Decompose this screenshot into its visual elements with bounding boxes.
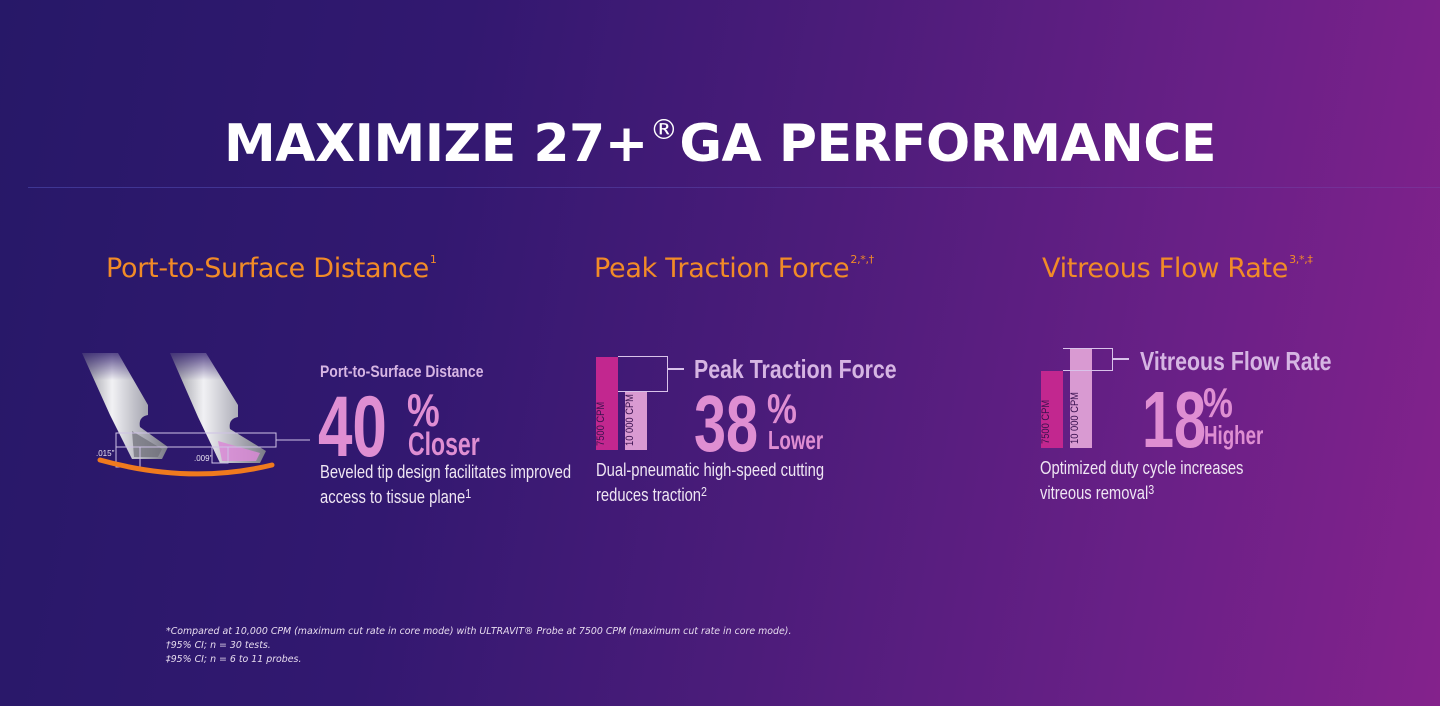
header-divider [28, 187, 1440, 188]
bar-label: 10 000 CPM [1069, 392, 1081, 444]
reference-number: 2 [701, 484, 707, 499]
stat-unit: % [407, 384, 440, 436]
stat-description: Beveled tip design facilitates improved … [320, 462, 571, 508]
reference-number: 1 [465, 486, 472, 501]
stat-value: 38 [694, 379, 759, 468]
section-title-refs: 3,*,‡ [1289, 253, 1313, 266]
bracket-connector [1113, 358, 1129, 360]
bar-7500-cpm: 7500 CPM [1040, 371, 1063, 448]
probe-tips-illustration: .015" .009" [82, 353, 310, 477]
section-title-refs: 2,*,† [850, 253, 874, 266]
section-title-port-to-surface: Port-to-Surface Distance1 [106, 253, 437, 284]
difference-bracket [618, 356, 668, 392]
footnote-asterisk: *Compared at 10,000 CPM (maximum cut rat… [166, 626, 792, 637]
description-line-2: access to tissue plane [320, 487, 466, 507]
title-text-pre: MAXIMIZE 27+ [224, 114, 648, 174]
page-title: MAXIMIZE 27+®GA PERFORMANCE [0, 96, 1440, 178]
stat-qualifier: Higher [1204, 420, 1264, 450]
stat-description: Dual-pneumatic high-speed cutting reduce… [596, 460, 824, 506]
difference-bracket [1063, 348, 1113, 371]
stat-qualifier: Lower [768, 425, 824, 455]
title-text-post: GA PERFORMANCE [679, 114, 1216, 174]
section-title-text: Port-to-Surface Distance [106, 253, 429, 284]
footnote-dagger: †95% CI; n = 30 tests. [166, 640, 271, 651]
bar-7500-cpm: 7500 CPM [595, 357, 618, 450]
section-title-peak-traction: Peak Traction Force2,*,† [594, 253, 874, 284]
bar-10000-cpm: 10 000 CPM [624, 392, 647, 450]
stat-value: 40 [318, 379, 387, 475]
right-tip-distance-label: .009" [194, 454, 213, 463]
panel-port-to-surface: .015" .009" Port-to-Surface Distance 40 … [0, 0, 571, 520]
stat-value: 18 [1142, 375, 1207, 464]
stat-label: Peak Traction Force [694, 354, 897, 384]
left-tip-distance-label: .015" [96, 449, 115, 458]
footnote-double-dagger: ‡95% CI; n = 6 to 11 probes. [166, 654, 302, 665]
bar-label: 10 000 CPM [624, 394, 636, 446]
section-title-vitreous-flow: Vitreous Flow Rate3,*,‡ [1042, 253, 1313, 284]
stat-label: Port-to-Surface Distance [320, 362, 484, 381]
footnotes: *Compared at 10,000 CPM (maximum cut rat… [166, 625, 831, 667]
reference-number: 3 [1148, 482, 1155, 497]
bar-10000-cpm: 10 000 CPM [1069, 348, 1092, 448]
description-line-2: vitreous removal [1040, 483, 1149, 503]
section-title-text: Peak Traction Force [594, 253, 850, 284]
stat-description: Optimized duty cycle increases vitreous … [1040, 458, 1243, 504]
description-line-1: Optimized duty cycle increases [1040, 458, 1244, 478]
stat-label: Vitreous Flow Rate [1140, 346, 1332, 376]
description-line-2: reduces traction [596, 485, 702, 505]
description-line-1: Beveled tip design facilitates improved [320, 462, 572, 482]
stat-unit: % [767, 385, 797, 432]
section-title-refs: 1 [429, 253, 437, 266]
stat-qualifier: Closer [408, 426, 480, 462]
registered-mark: ® [649, 113, 678, 146]
description-line-1: Dual-pneumatic high-speed cutting [596, 460, 825, 480]
panel-peak-traction: 7500 CPM 10 000 CPM Peak Traction Force … [0, 0, 897, 505]
section-title-text: Vitreous Flow Rate [1042, 253, 1289, 284]
panel-vitreous-flow: 7500 CPM 10 000 CPM Vitreous Flow Rate 1… [0, 0, 1332, 503]
bracket-connector [668, 368, 684, 370]
stat-unit: % [1203, 379, 1233, 426]
bar-label: 7500 CPM [595, 401, 607, 446]
bar-label: 7500 CPM [1040, 399, 1052, 444]
